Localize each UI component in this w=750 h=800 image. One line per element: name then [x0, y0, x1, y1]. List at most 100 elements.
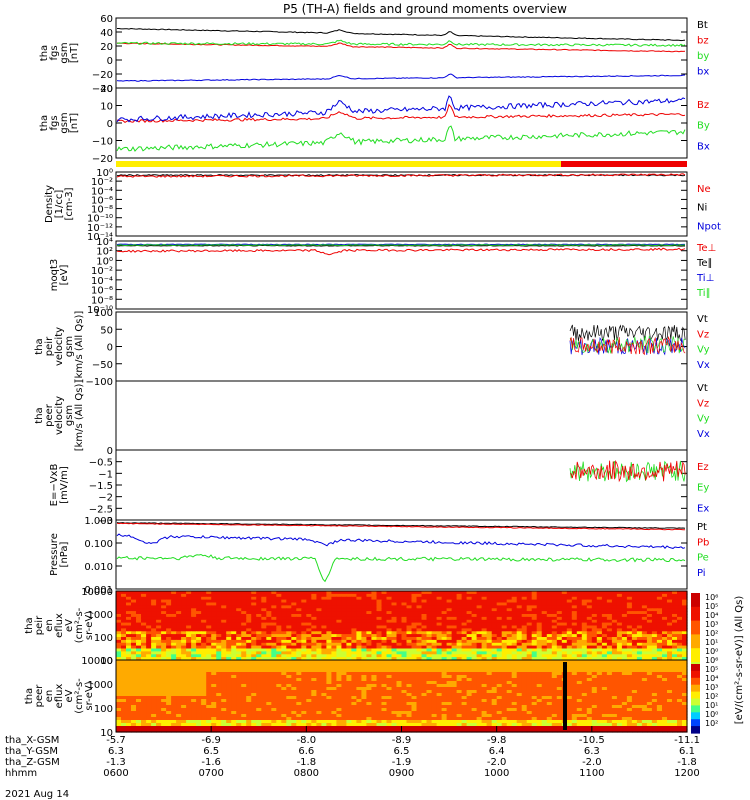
- spectrogram-cell: [301, 616, 307, 621]
- spectrogram-cell: [667, 596, 673, 601]
- spectrogram-cell: [636, 654, 643, 658]
- spectrogram-cell: [231, 693, 237, 697]
- series-by: [116, 39, 686, 47]
- spectrogram-cell: [206, 690, 212, 694]
- spectrogram-cell: [601, 625, 608, 629]
- spectrogram-cell: [411, 645, 418, 650]
- spectrogram-cell: [451, 705, 458, 709]
- series-Bt: [117, 27, 686, 42]
- spectrogram-cell: [181, 625, 187, 629]
- spectrogram-cell: [682, 684, 688, 688]
- series-Pe: [116, 553, 686, 583]
- spectrogram-cell: [586, 637, 593, 641]
- spectrogram-cell: [636, 657, 643, 661]
- spectrogram-cell: [251, 702, 257, 706]
- y-tick-label: 60: [100, 14, 113, 25]
- spectrogram-cell: [456, 675, 463, 679]
- spectrogram-cell: [396, 622, 403, 627]
- spectrogram-cell: [266, 605, 272, 609]
- spectrogram-cell: [136, 599, 142, 604]
- spectrogram-cell: [546, 696, 553, 700]
- spectrogram-cell: [251, 696, 257, 700]
- spectrogram-cell: [156, 602, 162, 606]
- spectrogram-cell: [451, 602, 458, 606]
- spectrogram-cell: [682, 654, 688, 658]
- spectrogram-cell: [441, 702, 448, 706]
- spectrogram-cell: [186, 699, 192, 703]
- spectrogram-cell: [571, 611, 578, 615]
- spectrogram-cell: [211, 593, 217, 598]
- spectrogram-cell: [571, 625, 578, 629]
- spectrogram-cell: [116, 596, 122, 601]
- spectrogram-cell: [491, 616, 498, 621]
- spectrogram-cell: [186, 596, 192, 601]
- spectrogram-cell: [677, 622, 683, 627]
- y-axis-label: [km/s (All Qs)]: [74, 380, 85, 452]
- spectrogram-cell: [181, 690, 187, 694]
- spectrogram-cell: [581, 666, 588, 670]
- spectrogram-cell: [381, 693, 388, 697]
- spectrogram-cell: [331, 672, 337, 676]
- spectrogram-cell: [651, 699, 658, 703]
- spectrogram-cell: [191, 631, 197, 635]
- spectrogram-cell: [246, 605, 252, 609]
- spectrogram-cell: [376, 599, 383, 604]
- spectrogram-cell: [241, 637, 247, 641]
- spectrogram-cell: [491, 705, 498, 709]
- spectrogram-cell: [541, 687, 548, 691]
- spectrogram-cell: [421, 699, 428, 703]
- spectrogram-cell: [191, 702, 197, 706]
- spectrogram-cell: [391, 675, 398, 679]
- spectrogram-cell: [121, 696, 127, 700]
- spectrogram-cell: [401, 599, 408, 604]
- spectrogram-cell: [566, 602, 573, 606]
- spectrogram-cell: [682, 642, 688, 647]
- spectrogram-cell: [586, 693, 593, 697]
- spectrogram-cell: [326, 645, 332, 650]
- spectrogram-cell: [391, 678, 398, 682]
- spectrogram-cell: [296, 602, 302, 606]
- spectrogram-cell: [281, 634, 287, 638]
- spectrogram-cell: [662, 681, 668, 685]
- spectrogram-cell: [511, 614, 518, 618]
- spectrogram-cell: [276, 696, 282, 700]
- spectrogram-cell: [226, 696, 232, 700]
- spectrogram-cell: [651, 690, 658, 694]
- spectrogram-cell: [491, 708, 498, 712]
- spectrogram-cell: [491, 660, 498, 664]
- spectrogram-cell: [321, 711, 327, 715]
- spectrogram-cell: [391, 614, 398, 618]
- spectrogram-cell: [566, 619, 573, 624]
- spectrogram-cell: [326, 628, 332, 632]
- spectrogram-cell: [566, 666, 573, 670]
- spectrogram-cell: [161, 660, 167, 664]
- spectrogram-cell: [166, 614, 172, 618]
- spectrogram-cell: [672, 702, 678, 706]
- spectrogram-cell: [606, 637, 613, 641]
- spectrogram-cell: [236, 705, 242, 709]
- spectrogram-cell: [636, 622, 643, 627]
- spectrogram-cell: [216, 681, 222, 685]
- spectrogram-cell: [141, 619, 147, 624]
- spectrogram-cell: [626, 669, 633, 673]
- spectrogram-cell: [271, 687, 277, 691]
- spectrogram-cell: [216, 622, 222, 627]
- spectrogram-cell: [256, 660, 262, 664]
- spectrogram-cell: [591, 678, 598, 682]
- spectrogram-cell: [281, 645, 287, 650]
- spectrogram-cell: [371, 702, 377, 706]
- spectrogram-cell: [186, 614, 192, 618]
- spectrogram-cell: [306, 681, 312, 685]
- spectrogram-cell: [141, 681, 147, 685]
- spectrogram-cell: [346, 681, 352, 685]
- spectrogram-cell: [246, 593, 252, 598]
- spectrogram-cell: [611, 599, 618, 604]
- spectrogram-cell: [616, 625, 623, 629]
- spectrogram-cell: [116, 625, 122, 629]
- spectrogram-cell: [636, 637, 643, 641]
- spectrogram-cell: [576, 591, 583, 595]
- spectrogram-cell: [366, 675, 372, 679]
- spectrogram-cell: [516, 681, 523, 685]
- spectrogram-cell: [336, 628, 342, 632]
